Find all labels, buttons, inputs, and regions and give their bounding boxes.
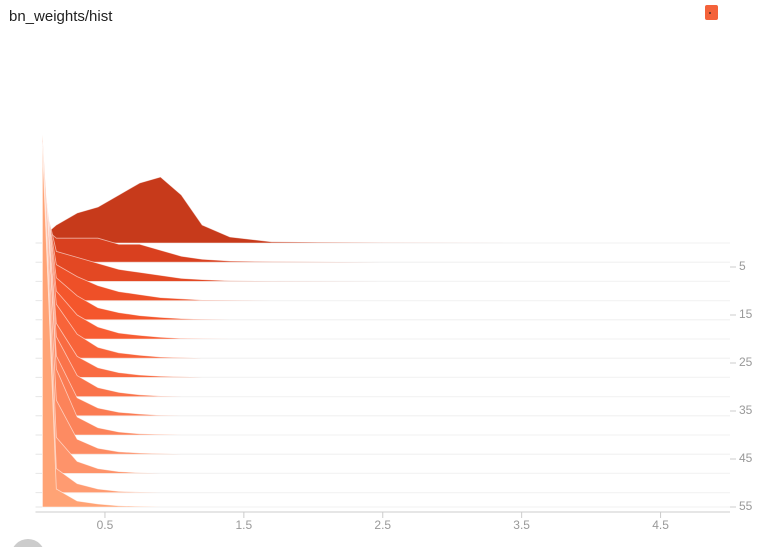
histogram-ridge: [42, 225, 730, 263]
histogram-ridge: [42, 191, 730, 282]
histogram-ridge: [42, 143, 730, 474]
histogram-ridge: [42, 144, 730, 397]
histogram-ridge: [42, 169, 730, 321]
histogram-ridge: [42, 139, 730, 417]
histogram-ridge: [42, 154, 730, 359]
histogram-ridge: [42, 149, 730, 378]
x-tick-label: 1.5: [236, 518, 253, 532]
y-tick-label: 55: [739, 499, 753, 513]
histogram-ridge: [42, 144, 730, 493]
x-tick-label: 3.5: [513, 518, 530, 532]
histogram-ridge: [42, 180, 730, 301]
histogram-ridge: [42, 134, 730, 436]
histogram-ridge: [42, 158, 730, 340]
histogram-ridge: [42, 142, 730, 455]
y-tick-label: 45: [739, 451, 753, 465]
color-legend-button[interactable]: [705, 5, 718, 20]
y-tick-label: 15: [739, 307, 753, 321]
x-tick-label: 0.5: [97, 518, 114, 532]
histogram-ridge: [42, 176, 730, 244]
chart-title: bn_weights/hist: [9, 8, 113, 25]
legend-dot: [709, 12, 711, 14]
y-tick-label: 5: [739, 259, 746, 273]
y-tick-label: 35: [739, 403, 753, 417]
expand-button[interactable]: [11, 539, 45, 547]
x-tick-label: 4.5: [652, 518, 669, 532]
histogram-ridge: [42, 146, 730, 508]
y-tick-label: 25: [739, 355, 753, 369]
x-tick-label: 2.5: [374, 518, 391, 532]
